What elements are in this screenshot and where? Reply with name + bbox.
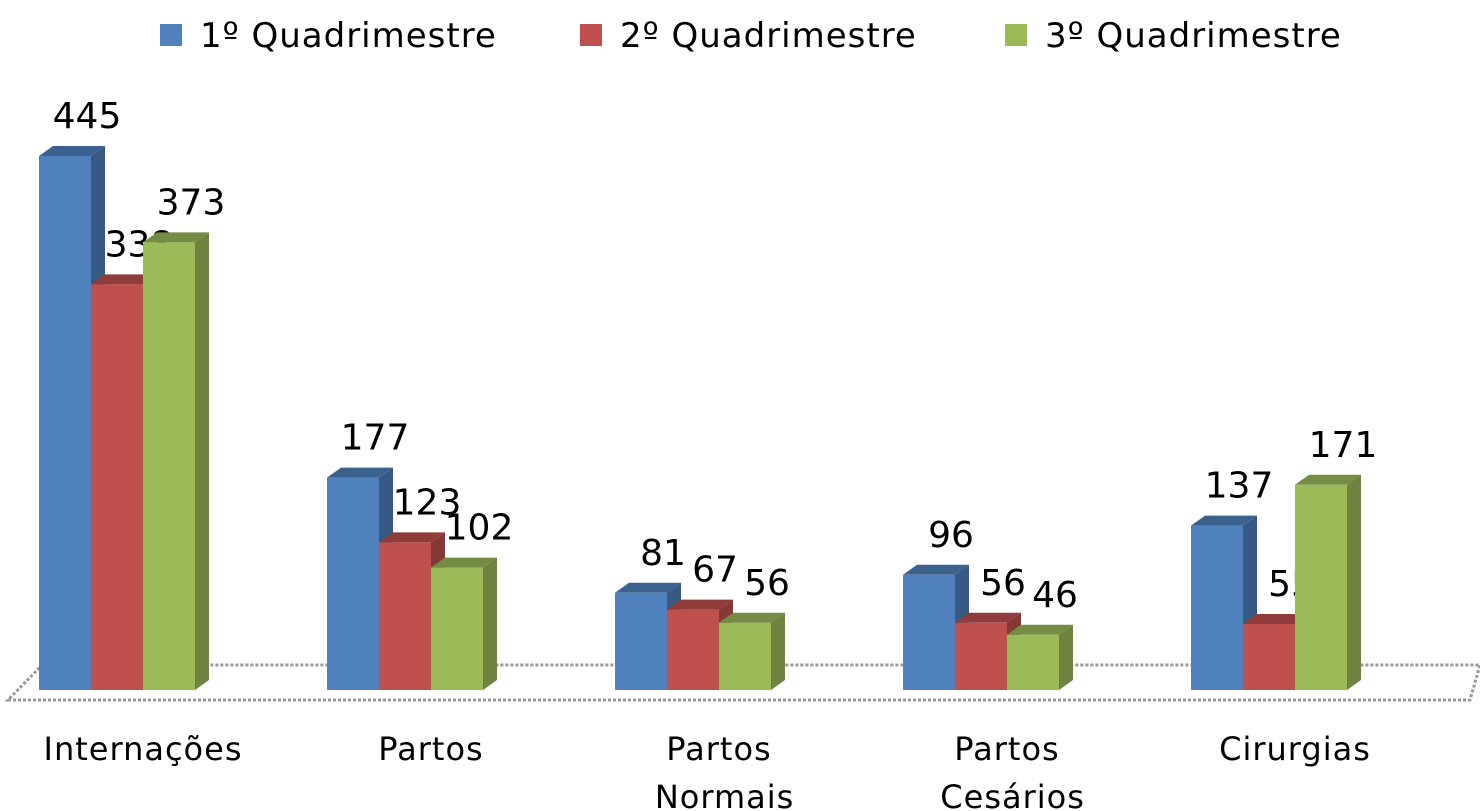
bar-front [1191, 525, 1243, 690]
bar-front [615, 592, 667, 690]
bar [143, 232, 209, 690]
bar-front [91, 284, 143, 690]
value-label: 171 [1309, 425, 1378, 466]
bar-front [955, 622, 1007, 690]
x-tick-label: Internações [44, 730, 243, 768]
bar-front [667, 609, 719, 690]
bar-top [327, 467, 393, 478]
bar-front [379, 542, 431, 690]
bar [1191, 515, 1257, 690]
bar-side [771, 612, 785, 690]
value-label: 445 [53, 96, 122, 137]
bar-top [143, 232, 209, 243]
bar-front [143, 242, 195, 690]
legend-swatch [580, 24, 602, 46]
bar-front [1295, 484, 1347, 690]
bar [719, 612, 785, 690]
bar-front [719, 622, 771, 690]
bar-top [955, 612, 1021, 623]
bar-top [1007, 624, 1073, 635]
bar-top [91, 274, 157, 285]
value-label: 96 [928, 515, 974, 556]
bar-front [327, 477, 379, 690]
bar [327, 467, 393, 690]
bar-side [195, 232, 209, 690]
value-label: 137 [1205, 466, 1274, 507]
legend-swatch [1005, 24, 1027, 46]
bar-side [1059, 624, 1073, 690]
bar-front [431, 567, 483, 690]
bar [431, 557, 497, 690]
value-label: 81 [640, 533, 686, 574]
x-tick-label: Partos Normais [644, 730, 795, 811]
bar-front [39, 156, 91, 690]
value-label: 56 [744, 563, 790, 604]
bar-top [1295, 474, 1361, 485]
legend-swatch [160, 24, 182, 46]
bar-top [1243, 614, 1309, 624]
bar-top [39, 146, 105, 156]
bar-side [1347, 474, 1361, 690]
bar-front [903, 574, 955, 690]
legend-label: 1º Quadrimestre [200, 16, 497, 56]
value-label: 46 [1032, 575, 1078, 616]
value-label: 67 [692, 550, 738, 591]
value-label: 56 [980, 563, 1026, 604]
value-label: 373 [157, 182, 226, 223]
bar-side [483, 557, 497, 690]
bar-top [615, 582, 681, 593]
bar-top [379, 532, 445, 543]
bar [1007, 624, 1073, 690]
bar-top [903, 564, 969, 575]
x-tick-label: Partos Cesários [929, 730, 1085, 811]
bar-top [719, 612, 785, 623]
bar-top [1191, 515, 1257, 526]
bar [1295, 474, 1361, 690]
value-label: 123 [393, 482, 462, 523]
x-tick-label: Partos [378, 730, 483, 768]
bar-front [1007, 634, 1059, 690]
bar-front [1243, 624, 1295, 690]
value-label: 177 [341, 418, 410, 459]
bar-top [667, 599, 733, 610]
legend-label: 2º Quadrimestre [620, 16, 917, 56]
value-label: 102 [445, 508, 514, 549]
legend-label: 3º Quadrimestre [1045, 16, 1342, 56]
x-tick-label: Cirurgias [1219, 730, 1371, 768]
bar-top [431, 557, 497, 568]
